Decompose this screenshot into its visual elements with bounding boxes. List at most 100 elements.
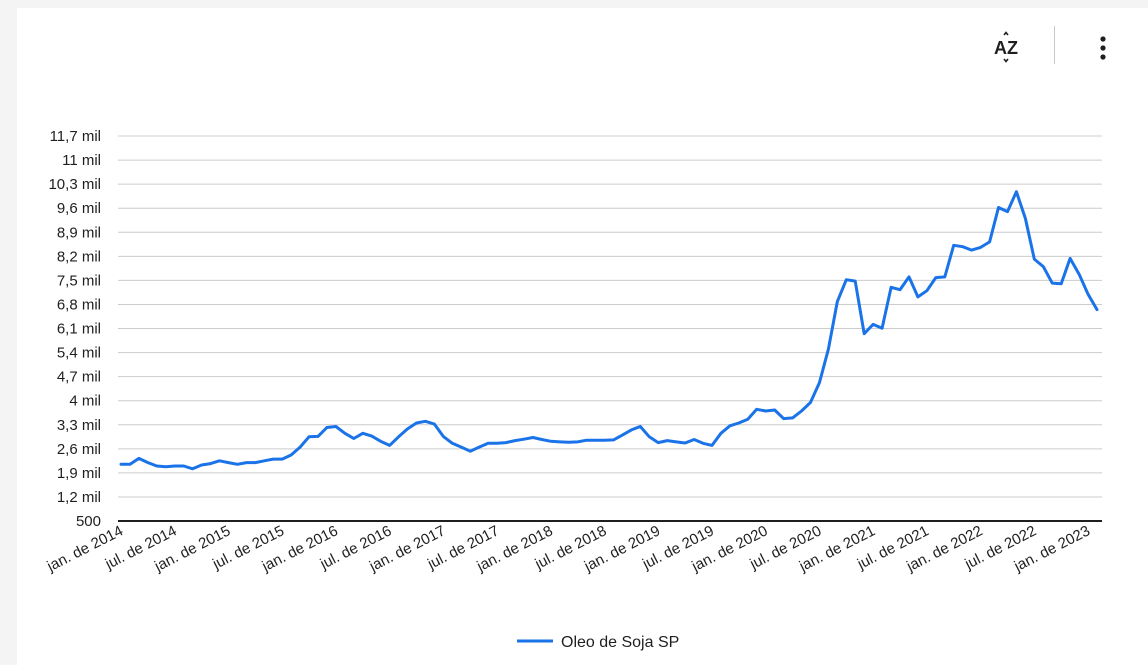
data-point[interactable] <box>621 433 624 437</box>
data-point[interactable] <box>988 240 991 244</box>
data-point[interactable] <box>666 439 669 442</box>
data-point[interactable] <box>460 445 463 449</box>
data-point[interactable] <box>1060 282 1063 285</box>
data-point[interactable] <box>334 425 338 428</box>
data-point[interactable] <box>227 461 230 464</box>
data-point[interactable] <box>567 441 570 444</box>
data-point[interactable] <box>236 463 239 466</box>
data-point[interactable] <box>594 439 597 442</box>
data-point[interactable] <box>504 441 508 444</box>
data-point[interactable] <box>648 435 651 438</box>
data-point[interactable] <box>657 441 660 444</box>
data-point[interactable] <box>254 461 257 464</box>
data-point[interactable] <box>871 323 875 326</box>
data-point[interactable] <box>558 440 561 444</box>
data-point[interactable] <box>755 408 758 411</box>
data-point[interactable] <box>307 435 311 438</box>
data-point[interactable] <box>791 416 794 420</box>
data-point[interactable] <box>880 327 884 330</box>
data-point[interactable] <box>773 408 776 412</box>
data-point[interactable] <box>424 420 427 423</box>
data-point[interactable] <box>1042 265 1045 268</box>
data-point[interactable] <box>1095 308 1099 311</box>
data-point[interactable] <box>1015 190 1018 193</box>
data-point[interactable] <box>898 288 902 291</box>
data-point[interactable] <box>710 444 714 447</box>
data-point[interactable] <box>388 444 391 447</box>
data-point[interactable] <box>683 441 687 445</box>
data-point[interactable] <box>137 457 141 460</box>
data-point[interactable] <box>191 467 194 470</box>
data-point[interactable] <box>451 442 454 445</box>
data-point[interactable] <box>943 275 946 279</box>
data-point[interactable] <box>325 426 329 429</box>
data-point[interactable] <box>540 438 543 441</box>
data-point[interactable] <box>281 457 284 461</box>
data-point[interactable] <box>737 421 740 425</box>
data-point[interactable] <box>164 465 167 468</box>
data-point[interactable] <box>692 438 696 441</box>
data-point[interactable] <box>298 445 302 449</box>
data-point[interactable] <box>200 463 203 467</box>
data-point[interactable] <box>370 434 373 438</box>
data-point[interactable] <box>263 459 266 462</box>
series-line-oleo-de-soja-sp[interactable] <box>119 190 1099 471</box>
data-point[interactable] <box>352 437 355 440</box>
data-point[interactable] <box>800 409 803 413</box>
data-point[interactable] <box>934 276 937 279</box>
data-point[interactable] <box>361 432 364 435</box>
data-point[interactable] <box>146 461 150 464</box>
data-point[interactable] <box>952 244 955 247</box>
data-point[interactable] <box>701 442 705 445</box>
data-point[interactable] <box>173 464 176 468</box>
data-point[interactable] <box>478 445 481 449</box>
data-point[interactable] <box>549 440 552 443</box>
data-point[interactable] <box>379 440 382 443</box>
legend[interactable]: Oleo de Soja SP <box>517 634 679 651</box>
sort-az-icon[interactable]: AZ <box>986 28 1026 68</box>
data-point[interactable] <box>845 278 848 281</box>
data-point[interactable] <box>961 245 964 248</box>
data-point[interactable] <box>406 427 409 431</box>
data-point[interactable] <box>1051 281 1054 285</box>
more-vert-icon[interactable] <box>1088 28 1118 68</box>
data-point[interactable] <box>818 381 821 384</box>
data-point[interactable] <box>863 332 866 335</box>
data-point[interactable] <box>522 438 526 441</box>
data-point[interactable] <box>209 462 212 465</box>
data-point[interactable] <box>218 459 221 462</box>
data-point[interactable] <box>245 461 248 464</box>
data-point[interactable] <box>764 409 767 413</box>
data-point[interactable] <box>1077 273 1081 276</box>
data-point[interactable] <box>469 450 472 453</box>
data-point[interactable] <box>630 428 633 432</box>
data-point[interactable] <box>889 286 893 289</box>
data-point[interactable] <box>182 464 185 468</box>
data-point[interactable] <box>925 289 929 292</box>
data-point[interactable] <box>639 425 642 428</box>
data-point[interactable] <box>827 347 830 351</box>
data-point[interactable] <box>782 417 785 420</box>
data-point[interactable] <box>997 206 1000 209</box>
data-point[interactable] <box>1068 257 1072 260</box>
data-point[interactable] <box>128 463 132 466</box>
data-point[interactable] <box>1033 257 1036 261</box>
data-point[interactable] <box>612 438 615 442</box>
data-point[interactable] <box>728 424 732 427</box>
data-point[interactable] <box>155 464 158 468</box>
data-point[interactable] <box>916 295 920 299</box>
data-point[interactable] <box>531 436 535 439</box>
data-point[interactable] <box>809 401 812 404</box>
data-point[interactable] <box>979 246 982 249</box>
data-point[interactable] <box>576 440 579 444</box>
data-point[interactable] <box>316 435 320 438</box>
data-point[interactable] <box>397 435 400 438</box>
data-point[interactable] <box>272 457 275 461</box>
data-point[interactable] <box>433 422 436 426</box>
data-point[interactable] <box>495 442 499 445</box>
data-point[interactable] <box>836 300 839 303</box>
data-point[interactable] <box>970 248 973 252</box>
data-point[interactable] <box>585 439 588 442</box>
data-point[interactable] <box>442 435 445 438</box>
data-point[interactable] <box>1024 217 1027 220</box>
